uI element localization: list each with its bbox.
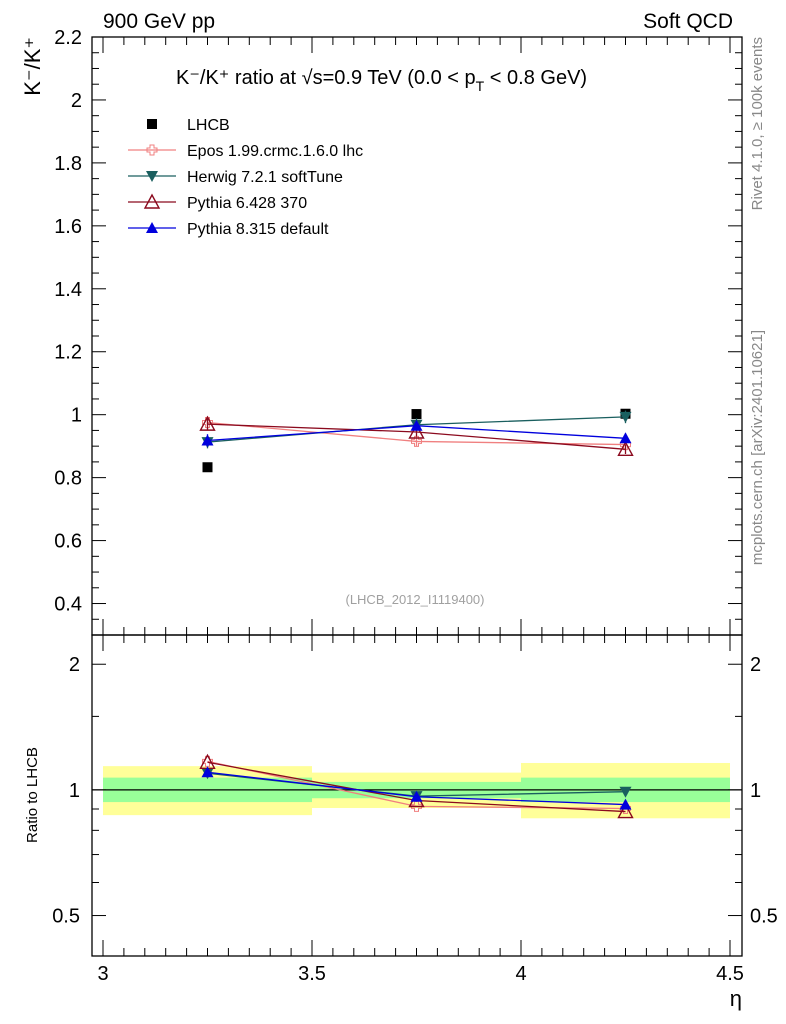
ratio-tick-label-left: 0.5 xyxy=(52,906,80,928)
ratio-point-pythia8 xyxy=(619,798,632,810)
y-tick-label: 0.4 xyxy=(54,594,82,616)
legend-label-lhcb: LHCB xyxy=(187,117,230,134)
y-tick-label: 1.2 xyxy=(54,342,82,364)
ratio-point-pythia6 xyxy=(617,803,634,819)
mcplots-label: mcplots.cern.ch [arXiv:2401.10621] xyxy=(749,330,766,565)
x-tick-label: 3.5 xyxy=(298,963,326,985)
ratio-y-axis-label: Ratio to LHCB xyxy=(24,747,41,843)
data-point-pythia6 xyxy=(199,415,216,431)
y-tick-label: 1.8 xyxy=(54,153,82,175)
ratio-point-epos xyxy=(411,800,422,812)
legend-label-pythia8: Pythia 8.315 default xyxy=(187,221,329,238)
legend-marker-herwig xyxy=(146,171,158,182)
legend-label-herwig: Herwig 7.2.1 softTune xyxy=(187,169,343,186)
ratio-tick-label-left: 2 xyxy=(69,654,80,676)
data-point-lhcb xyxy=(411,409,422,420)
x-tick-label: 4.5 xyxy=(716,963,744,985)
y-tick-label: 1.4 xyxy=(54,279,82,301)
plot-title: K⁻/K⁺ ratio at √s=0.9 TeV (0.0 < pT < 0.… xyxy=(176,67,587,94)
legend-marker-lhcb xyxy=(147,119,157,129)
y-tick-label: 1 xyxy=(71,405,82,427)
ratio-tick-label-left: 1 xyxy=(69,780,80,802)
data-point-lhcb xyxy=(202,462,213,473)
data-point-herwig xyxy=(619,411,632,423)
y-tick-label: 2 xyxy=(71,90,82,112)
y-tick-label: 0.6 xyxy=(54,531,82,553)
ratio-tick-label-right: 1 xyxy=(750,780,761,802)
x-tick-label: 3 xyxy=(97,963,108,985)
legend-marker-pythia6 xyxy=(143,193,161,209)
data-point-pythia8 xyxy=(619,432,632,444)
x-tick-label: 4 xyxy=(515,963,526,985)
legend-marker-epos xyxy=(146,144,158,156)
legend-label-epos: Epos 1.99.crmc.1.6.0 lhc xyxy=(187,143,363,160)
legend-marker-pythia8 xyxy=(146,222,158,233)
data-point-epos xyxy=(411,435,422,447)
y-tick-label: 0.8 xyxy=(54,468,82,490)
data-point-pythia6 xyxy=(617,440,634,457)
ratio-tick-label-right: 2 xyxy=(750,654,761,676)
y-tick-label: 1.6 xyxy=(54,216,82,238)
header-left: 900 GeV pp xyxy=(103,10,215,33)
data-point-pythia8 xyxy=(201,434,214,446)
data-point-pythia8 xyxy=(410,419,423,431)
ratio-tick-label-right: 0.5 xyxy=(750,906,778,928)
legend-label-pythia6: Pythia 6.428 370 xyxy=(187,195,307,212)
ratio-point-pythia8 xyxy=(410,790,423,802)
watermark: (LHCB_2012_I1119400) xyxy=(345,592,484,607)
x-axis-label: η xyxy=(730,986,742,1011)
ratio-point-herwig xyxy=(619,786,632,798)
y-axis-label: K⁻/K⁺ xyxy=(20,37,45,96)
data-point-pythia6 xyxy=(408,423,425,439)
header-right: Soft QCD xyxy=(643,10,733,33)
rivet-label: Rivet 4.1.0, ≥ 100k events xyxy=(749,37,766,210)
y-tick-label: 2.2 xyxy=(54,27,82,49)
ratio-point-pythia8 xyxy=(201,766,214,778)
